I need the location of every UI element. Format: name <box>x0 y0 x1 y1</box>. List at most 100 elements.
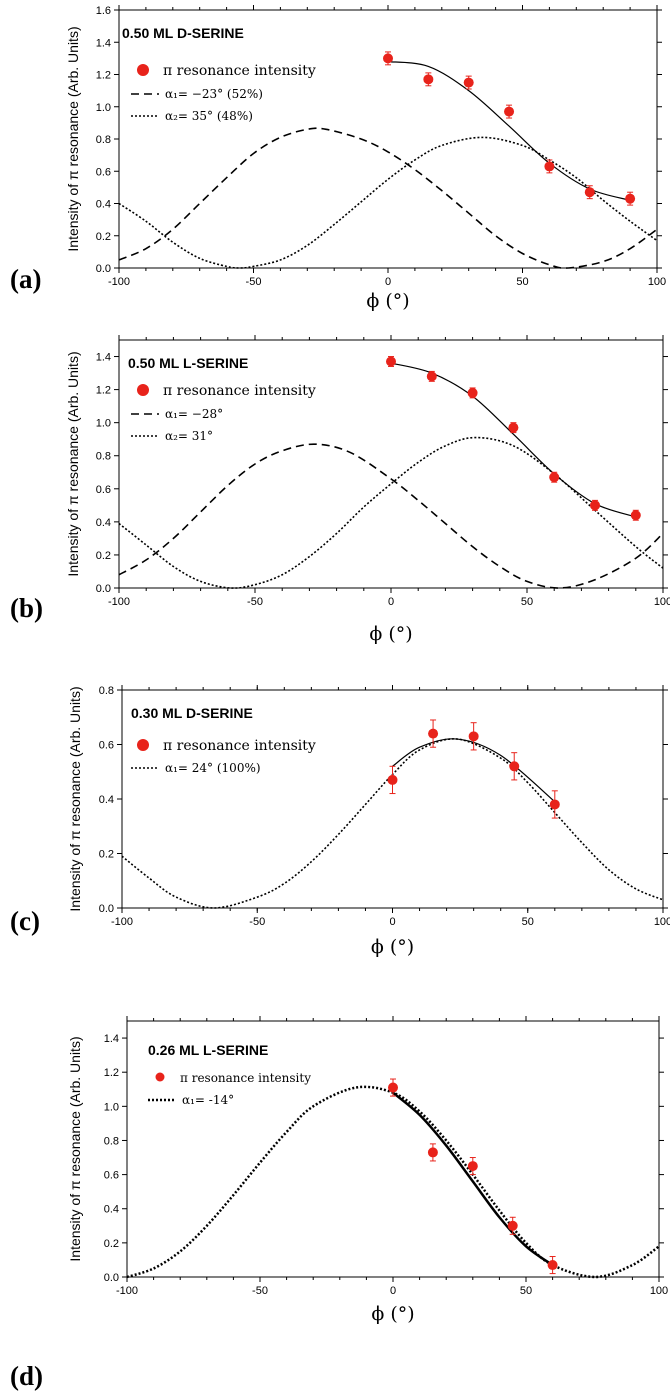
y-tick-label: 1.2 <box>96 385 111 397</box>
chart-panel-4: -100 -50 0 50 100 0.0 0.2 0.4 0.6 0.8 1.0 1.2 1.4 Int… <box>10 1016 668 1391</box>
chart-title: 0.30 ML D-SERINE <box>131 705 253 721</box>
y-tick-label: 1.0 <box>104 1101 119 1113</box>
y-axis-label: Intensity of π resonance (Arb. Units) <box>65 26 81 251</box>
legend-label-points: π resonance intensity <box>163 738 316 754</box>
x-tick-label: 0 <box>390 1285 396 1297</box>
x-axis-label: ϕ (°) <box>369 623 412 645</box>
data-point <box>383 53 393 64</box>
legend-label-1: α₁= -14° <box>182 1093 234 1107</box>
panel-label: (c) <box>10 906 40 936</box>
y-tick-label: 0.6 <box>104 1170 119 1182</box>
panel-label: (d) <box>10 1361 43 1391</box>
y-tick-label: 0.0 <box>99 903 114 915</box>
data-point <box>549 472 560 483</box>
y-tick-label: 0.2 <box>99 849 114 861</box>
x-tick-label: 50 <box>521 596 533 608</box>
x-tick-label: -50 <box>246 276 262 288</box>
data-point <box>625 193 636 204</box>
data-point <box>423 74 434 85</box>
y-tick-label: 0.8 <box>99 685 114 697</box>
x-tick-label: -100 <box>108 276 130 288</box>
y-tick-label: 1.0 <box>96 418 111 430</box>
x-axis-label: ϕ (°) <box>371 1303 414 1325</box>
plot-frame <box>121 689 664 909</box>
panel-label: (a) <box>10 264 41 294</box>
y-axis-label: Intensity of π resonance (Arb. Units) <box>65 351 81 576</box>
x-tick-label: 50 <box>522 916 534 928</box>
x-tick-label: 100 <box>654 916 670 928</box>
y-tick-label: 0.4 <box>96 517 111 529</box>
data-point <box>547 1260 558 1271</box>
x-axis-label: ϕ (°) <box>366 290 409 312</box>
y-tick-label: 0.6 <box>99 740 114 752</box>
panel-label: (b) <box>10 593 43 623</box>
y-tick-label: 0.6 <box>96 166 111 178</box>
x-tick-label: -50 <box>247 596 263 608</box>
chart-title: 0.50 ML L-SERINE <box>128 355 248 371</box>
fit-line <box>390 362 636 518</box>
x-tick-label: 0 <box>385 276 391 288</box>
data-point <box>463 77 474 88</box>
series-line-1 <box>126 1085 660 1279</box>
x-tick-label: 0 <box>389 916 395 928</box>
y-tick-label: 0.2 <box>96 231 111 243</box>
legend-marker-points <box>137 64 149 76</box>
x-tick-label: 100 <box>648 276 666 288</box>
chart-title: 0.50 ML D-SERINE <box>122 25 244 41</box>
y-tick-label: 0.6 <box>96 484 111 496</box>
data-point <box>544 161 555 172</box>
y-tick-label: 0.0 <box>96 583 111 595</box>
data-point <box>387 774 398 785</box>
y-tick-label: 0.4 <box>99 794 114 806</box>
fit-line <box>387 61 631 201</box>
x-tick-label: 0 <box>388 596 394 608</box>
y-tick-label: 1.2 <box>96 70 111 82</box>
y-tick-label: 0.8 <box>96 451 111 463</box>
y-tick-label: 0.0 <box>96 263 111 275</box>
data-point <box>584 187 595 198</box>
legend-label-2: α₂= 31° <box>165 429 213 443</box>
plot-frame <box>126 1020 660 1278</box>
data-point <box>427 1147 438 1158</box>
series-line-1 <box>118 127 658 269</box>
y-tick-label: 1.4 <box>96 352 111 364</box>
data-point <box>428 728 439 739</box>
x-tick-label: -100 <box>116 1285 138 1297</box>
data-point <box>549 799 560 810</box>
chart-panel-1: -100 -50 0 50 100 0.0 0.2 0.4 0.6 0.8 1.0 1.2 1.4 1.6… <box>10 5 666 312</box>
chart-title: 0.26 ML L-SERINE <box>148 1042 268 1058</box>
y-tick-label: 0.4 <box>96 199 111 211</box>
y-tick-label: 0.0 <box>104 1272 119 1284</box>
legend-marker-points <box>137 384 149 396</box>
x-tick-label: 100 <box>650 1285 668 1297</box>
series-line-2 <box>118 436 664 589</box>
x-tick-label: 100 <box>654 596 670 608</box>
chart-panel-2: -100 -50 0 50 100 0.0 0.2 0.4 0.6 0.8 1.0 1.2 1.4 Int… <box>10 335 670 645</box>
data-point <box>468 731 479 742</box>
data-point <box>508 422 519 433</box>
legend-label-1: α₁= −23° (52%) <box>165 87 263 101</box>
fit-line <box>392 738 556 803</box>
y-tick-label: 1.4 <box>104 1033 119 1045</box>
legend-label-points: π resonance intensity <box>180 1071 311 1085</box>
data-point <box>507 1220 518 1231</box>
data-point <box>509 761 520 772</box>
data-point <box>386 356 396 367</box>
data-point <box>590 500 600 511</box>
series-line-1 <box>118 443 664 589</box>
x-axis-label: ϕ (°) <box>371 936 414 958</box>
chart-panel-3: -100 -50 0 50 100 0.0 0.2 0.4 0.6 0.8 Intensity of… <box>10 685 670 958</box>
y-tick-label: 0.8 <box>96 134 111 146</box>
data-point <box>467 387 478 398</box>
plot-frame <box>118 9 658 269</box>
y-tick-label: 0.4 <box>104 1204 119 1216</box>
data-point <box>504 106 515 117</box>
y-axis-label: Intensity of π resonance (Arb. Units) <box>67 1036 83 1261</box>
legend-marker-points <box>155 1072 165 1082</box>
data-point <box>426 371 437 382</box>
y-tick-label: 1.0 <box>96 102 111 114</box>
x-tick-label: -50 <box>249 916 265 928</box>
plot-frame <box>118 339 664 589</box>
legend-label-1: α₁= 24° (100%) <box>165 761 261 775</box>
